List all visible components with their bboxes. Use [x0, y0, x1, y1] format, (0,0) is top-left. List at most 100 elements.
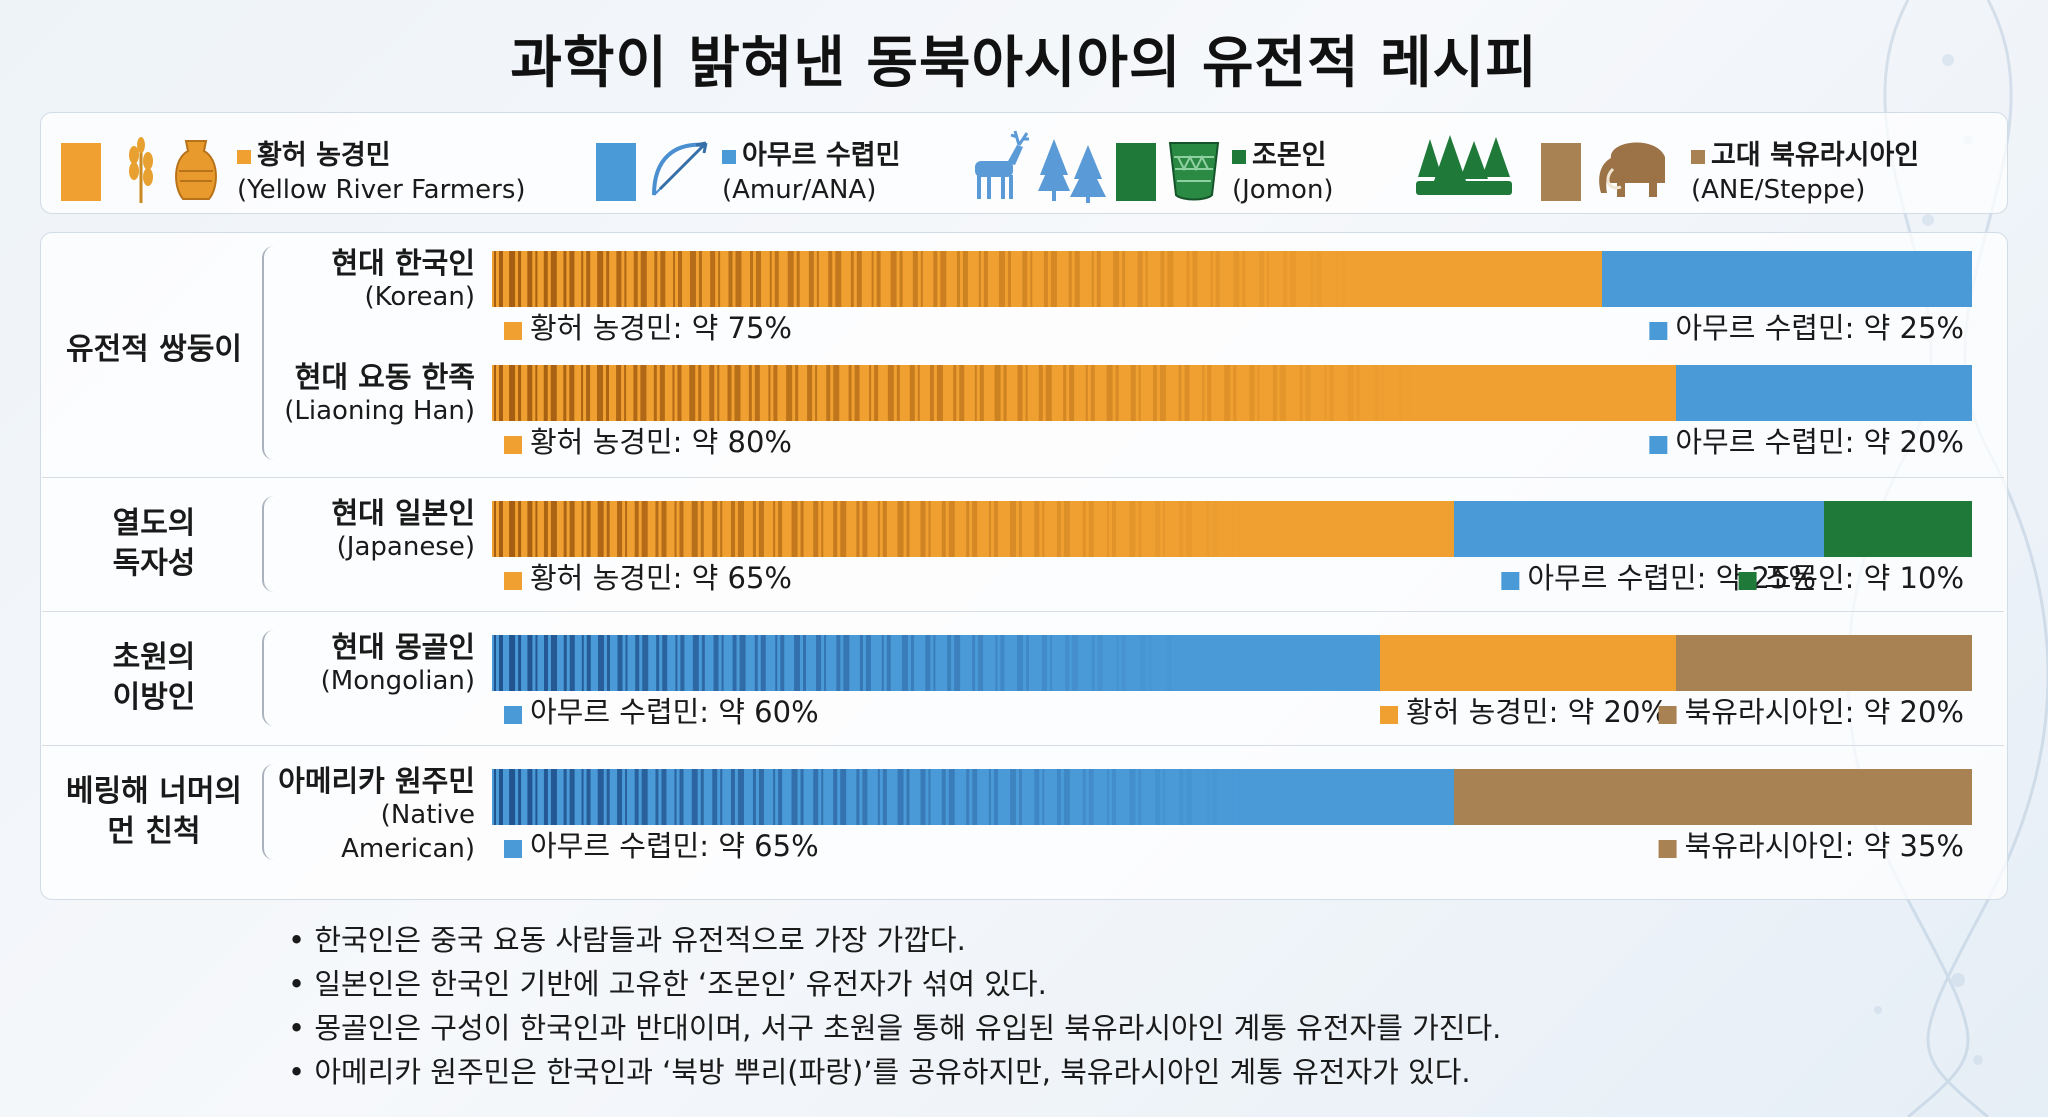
bar-segment-amur: [492, 769, 1454, 825]
bar-stripes: [494, 365, 1380, 421]
row-name-en: (Liaoning Han): [284, 396, 475, 426]
label-text: 황허 농경민: 약 65%: [530, 561, 792, 595]
group-divider: [42, 745, 2004, 746]
page-title: 과학이 밝혀낸 동북아시아의 유전적 레시피: [510, 31, 1538, 96]
label-swatch: [504, 706, 522, 724]
label-text: 아무르 수렵민: 약 25%: [1675, 311, 1964, 345]
legend-item-yellow-river: 황허 농경민 (Yellow River Farmers): [61, 127, 621, 205]
legend-sub-yellow-river: (Yellow River Farmers): [237, 175, 526, 205]
legend-label-yellow-river: 황허 농경민: [257, 140, 391, 171]
row-name-en: (Japanese): [336, 532, 475, 562]
row-name-ko: 현대 일본인: [331, 496, 476, 530]
row-label-liaoning-han: 현대 요동 한족 (Liaoning Han): [270, 360, 475, 428]
legend-label-amur: 아무르 수렵민: [742, 140, 901, 171]
row-name-ko: 현대 한국인: [331, 246, 476, 280]
label-swatch: [1649, 436, 1668, 454]
label-swatch: [1658, 706, 1677, 724]
group-divider: [42, 611, 2004, 612]
label-text: 아무르 수렵민: 약 20%: [1675, 425, 1964, 459]
label-text: 황허 농경민: 약 20%: [1406, 695, 1668, 729]
bar-segment-ane: [1454, 769, 1972, 825]
bar-stripes: [494, 769, 1218, 825]
group-label-beyond-bering: 베링해 너머의 먼 친척: [65, 774, 243, 849]
data-label-amur: 아무르 수렵민: 약 25%: [1501, 561, 1816, 595]
label-swatch: [504, 840, 522, 858]
data-label-amur: 아무르 수렵민: 약 60%: [504, 695, 819, 729]
label-text: 아무르 수렵민: 약 60%: [530, 695, 819, 729]
label-swatch: [1658, 840, 1677, 858]
label-swatch: [504, 322, 522, 340]
row-name-en: (Native American): [341, 800, 475, 864]
notes-list: 한국인은 중국 요동 사람들과 유전적으로 가장 가깝다. 일본인은 한국인 기…: [288, 918, 1501, 1094]
bar-segment-amur: [1454, 501, 1824, 557]
jomon-pot-icon: [1168, 142, 1220, 201]
legend-sub-amur: (Amur/ANA): [722, 175, 877, 205]
label-swatch: [1738, 572, 1757, 590]
group-label-island-uniqueness: 열도의 독자성: [112, 506, 196, 581]
label-text: 아무르 수렵민: 약 65%: [530, 829, 819, 863]
row-name-ko: 현대 요동 한족: [294, 360, 475, 394]
note-item: 한국인은 중국 요동 사람들과 유전적으로 가장 가깝다.: [288, 918, 1501, 962]
data-label-yellow-river: 황허 농경민: 약 80%: [504, 425, 792, 459]
data-label-amur: 아무르 수렵민: 약 20%: [1649, 425, 1964, 459]
bar-segment-yellow-river: [1380, 635, 1676, 691]
bar-segment-amur: [1676, 365, 1972, 421]
note-item: 아메리카 원주민은 한국인과 ‘북방 뿌리(파랑)’를 공유하지만, 북유라시아…: [288, 1050, 1501, 1094]
label-swatch: [1649, 322, 1668, 340]
rice-icon: [129, 137, 153, 203]
bar-segment-yellow-river: [492, 501, 1454, 557]
label-text: 북유라시아인: 약 35%: [1684, 829, 1964, 863]
row-label-korean: 현대 한국인 (Korean): [270, 246, 476, 314]
data-label-ane: 북유라시아인: 약 20%: [1658, 695, 1964, 729]
legend-label-jomon: 조몬인: [1252, 140, 1327, 171]
legend-item-ane: 고대 북유라시아인 (ANE/Steppe): [1541, 127, 2001, 205]
label-text: 아무르 수렵민: 약 25%: [1527, 561, 1816, 595]
bar-stripes: [494, 251, 1322, 307]
legend: 황허 농경민 (Yellow River Farmers) 아무르 수렵민 (A…: [40, 112, 2008, 214]
label-text: 조몬인: 약 10%: [1764, 561, 1964, 595]
mammoth-icon: [1599, 142, 1665, 197]
group-label-genetic-twins: 유전적 쌍둥이: [65, 332, 243, 367]
legend-item-amur: 아무르 수렵민 (Amur/ANA): [596, 127, 1116, 205]
data-label-yellow-river: 황허 농경민: 약 20%: [1380, 695, 1668, 729]
data-label-amur: 아무르 수렵민: 약 65%: [504, 829, 819, 863]
legend-swatch-yellow-river: [61, 143, 101, 201]
bar-stripes: [494, 501, 1218, 557]
deer-icon: [975, 130, 1029, 199]
label-text: 황허 농경민: 약 80%: [530, 425, 792, 459]
legend-sub-jomon: (Jomon): [1232, 175, 1334, 205]
legend-label-ane: 고대 북유라시아인: [1711, 140, 1920, 171]
legend-sub-ane: (ANE/Steppe): [1691, 175, 1866, 205]
pine-trees-icon: [1038, 139, 1106, 203]
row-name-en: (Mongolian): [320, 666, 475, 696]
data-label-amur: 아무르 수렵민: 약 25%: [1649, 311, 1964, 345]
group-brace: [262, 496, 280, 592]
row-label-native-american: 아메리카 원주민 (Native American): [270, 764, 475, 866]
legend-swatch-ane: [1541, 143, 1581, 201]
group-brace: [262, 246, 280, 460]
note-item: 몽골인은 구성이 한국인과 반대이며, 서구 초원을 통해 유입된 북유라시아인…: [288, 1006, 1501, 1050]
group-brace: [262, 630, 280, 726]
data-label-yellow-river: 황허 농경민: 약 65%: [504, 561, 792, 595]
legend-swatch-jomon: [1116, 143, 1156, 201]
row-label-mongolian: 현대 몽골인 (Mongolian): [270, 630, 475, 698]
pottery-icon: [175, 140, 217, 200]
bar-segment-yellow-river: [492, 365, 1676, 421]
bow-arrow-icon: [652, 141, 708, 196]
bar-stripes: [494, 635, 1152, 691]
label-text: 황허 농경민: 약 75%: [530, 311, 792, 345]
data-label-yellow-river: 황허 농경민: 약 75%: [504, 311, 792, 345]
data-label-ane: 북유라시아인: 약 35%: [1658, 829, 1964, 863]
label-text: 북유라시아인: 약 20%: [1684, 695, 1964, 729]
bar-segment-jomon: [1824, 501, 1972, 557]
data-label-jomon: 조몬인: 약 10%: [1738, 561, 1964, 595]
bar-segment-amur: [492, 635, 1380, 691]
label-swatch: [504, 436, 522, 454]
legend-item-jomon: 조몬인 (Jomon): [1116, 127, 1536, 205]
bar-segment-ane: [1676, 635, 1972, 691]
group-brace: [262, 764, 280, 860]
legend-swatch-amur: [596, 143, 636, 201]
row-name-ko: 아메리카 원주민: [278, 764, 475, 798]
row-name-en: (Korean): [364, 282, 475, 312]
